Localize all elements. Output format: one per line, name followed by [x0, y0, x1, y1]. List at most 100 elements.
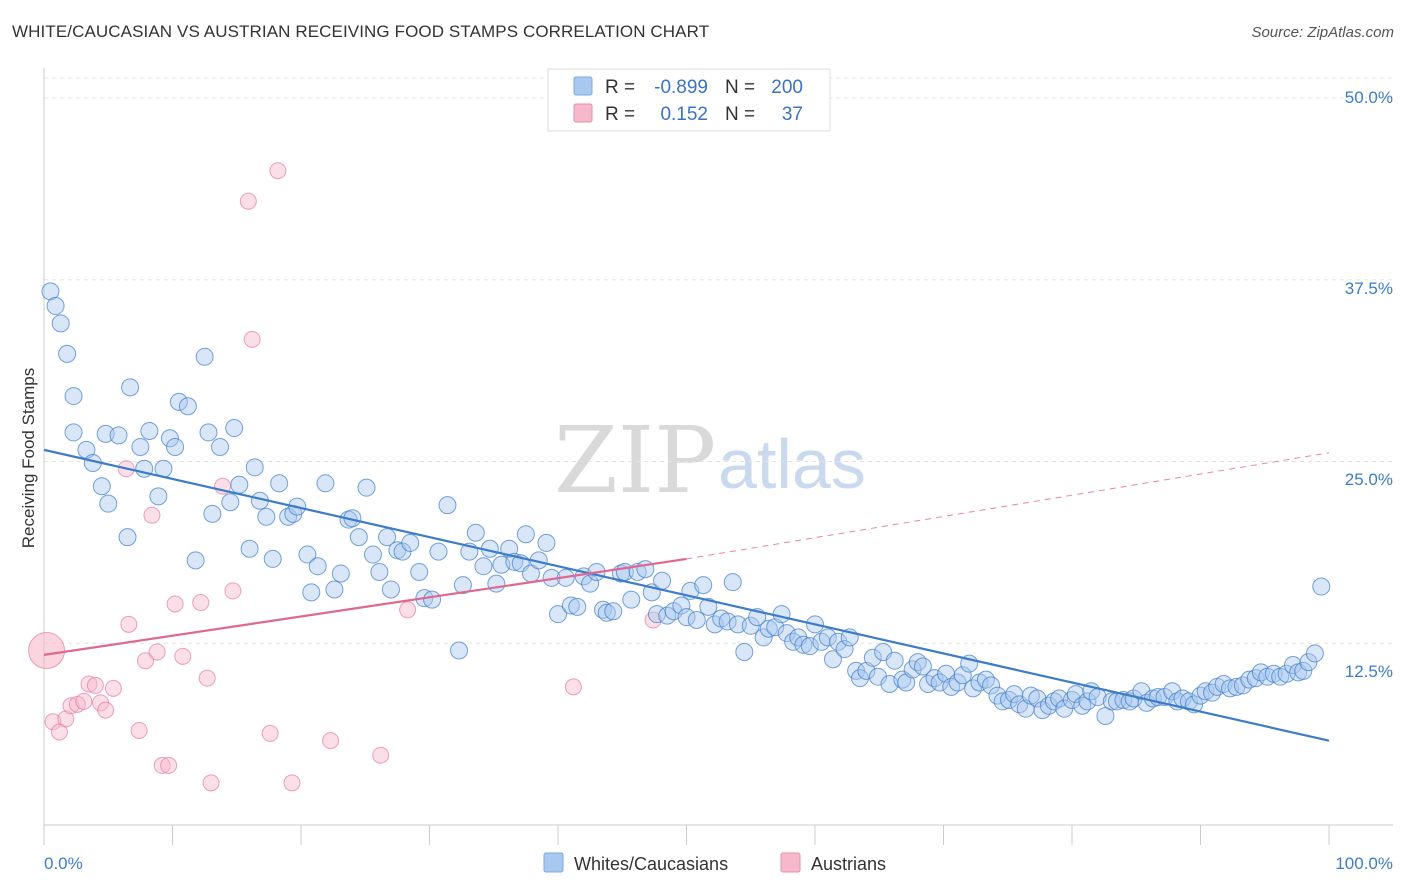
chart-title: WHITE/CAUCASIAN VS AUSTRIAN RECEIVING FO…	[12, 22, 710, 41]
austrians-point	[130, 721, 148, 739]
y-tick-label-25: 25.0%	[1345, 470, 1393, 489]
austrians-point	[198, 669, 216, 687]
whites-point	[687, 610, 706, 629]
whites-point	[794, 635, 813, 654]
whites-point	[109, 426, 128, 445]
whites-trend-line	[43, 448, 1330, 742]
x-tick-label-0: 0.0%	[44, 854, 83, 873]
legend-pink-swatch	[573, 103, 593, 123]
whites-point	[597, 603, 616, 622]
whites-point	[1102, 692, 1121, 711]
austrians-point	[57, 710, 75, 728]
austrians-point	[104, 679, 122, 697]
whites-point	[1045, 692, 1064, 711]
legend-blue-swatch	[573, 76, 593, 96]
whites-point	[186, 551, 205, 570]
austrians-point	[86, 676, 104, 694]
legend-box	[547, 68, 831, 132]
whites-point	[953, 666, 972, 685]
austrians-point	[75, 692, 93, 710]
whites-point	[1078, 692, 1097, 711]
trend-lines	[43, 448, 1330, 742]
whites-point	[381, 580, 400, 599]
whites-point	[885, 651, 904, 670]
whites-point	[622, 590, 641, 609]
whites-point	[270, 474, 289, 493]
whites-point	[257, 507, 276, 526]
whites-point	[718, 612, 737, 631]
whites-point	[363, 545, 382, 564]
whites-point	[64, 423, 83, 442]
austrians-point	[202, 774, 220, 792]
austrians-point	[269, 162, 287, 180]
bottom-legend-whites: Whites/Caucasians	[574, 854, 728, 874]
whites-point	[1196, 682, 1215, 701]
whites-point	[240, 539, 259, 558]
whites-point	[1312, 577, 1331, 596]
whites-point	[325, 580, 344, 599]
whites-point	[487, 574, 506, 593]
whites-point	[1066, 685, 1085, 704]
bottom-legend-austrians: Austrians	[811, 854, 886, 874]
y-tick-label-37-5: 37.5%	[1345, 279, 1393, 298]
whites-point	[772, 605, 791, 624]
whites-point	[225, 419, 244, 438]
whites-point	[302, 583, 321, 602]
whites-point	[221, 493, 240, 512]
whites-point	[466, 523, 485, 542]
whites-point	[976, 670, 995, 689]
whites-point	[549, 605, 567, 624]
whites-point	[195, 347, 214, 366]
austrians-point	[192, 594, 210, 612]
whites-point	[1305, 644, 1324, 663]
bottom-legend-blue-swatch	[543, 852, 564, 873]
whites-point	[429, 542, 448, 561]
austrians-point	[372, 746, 390, 764]
whites-point	[1132, 682, 1151, 701]
whites-point	[450, 641, 469, 660]
whites-point	[58, 344, 77, 363]
whites-point	[203, 504, 222, 523]
whites-point	[1000, 690, 1019, 709]
whites-point	[604, 602, 623, 621]
whites-point	[279, 507, 298, 526]
whites-point	[728, 615, 747, 634]
legend-pink-r-label: R =	[605, 104, 635, 125]
whites-point	[857, 661, 876, 680]
austrians-point	[239, 192, 257, 210]
whites-point	[118, 528, 137, 547]
austrians-point	[148, 643, 166, 661]
austrians-point	[160, 756, 178, 774]
whites-point	[835, 640, 854, 659]
whites-point	[723, 573, 742, 592]
whites-point	[92, 477, 111, 496]
whites-point	[149, 487, 168, 506]
austrians-point	[174, 647, 192, 665]
whites-point	[1240, 670, 1259, 689]
whites-point	[1246, 669, 1265, 688]
austrians-points	[28, 162, 662, 792]
whites-point	[178, 397, 197, 416]
whites-point	[453, 576, 472, 595]
whites-point	[211, 437, 230, 456]
whites-point	[64, 387, 83, 406]
austrians-point	[243, 330, 261, 348]
whites-point	[298, 545, 317, 564]
whites-point	[982, 676, 1001, 695]
whites-point	[672, 596, 691, 615]
whites-point	[96, 424, 115, 443]
whites-point	[160, 429, 179, 448]
austrians-point	[62, 697, 80, 715]
whites-point	[699, 597, 718, 616]
x-tick-label-100: 100.0%	[1335, 854, 1393, 873]
whites-point	[735, 642, 754, 661]
gridlines	[44, 77, 1393, 644]
watermark-zip: ZIP	[554, 407, 716, 514]
source-label: Source: ZipAtlas.com	[1251, 24, 1394, 41]
whites-point	[199, 423, 218, 442]
whites-point	[423, 590, 442, 609]
correlation-legend: R = -0.899 N = 200 R = 0.152 N = 37	[547, 68, 831, 132]
legend-blue-n-value: 200	[771, 77, 803, 98]
whites-point	[766, 618, 785, 637]
